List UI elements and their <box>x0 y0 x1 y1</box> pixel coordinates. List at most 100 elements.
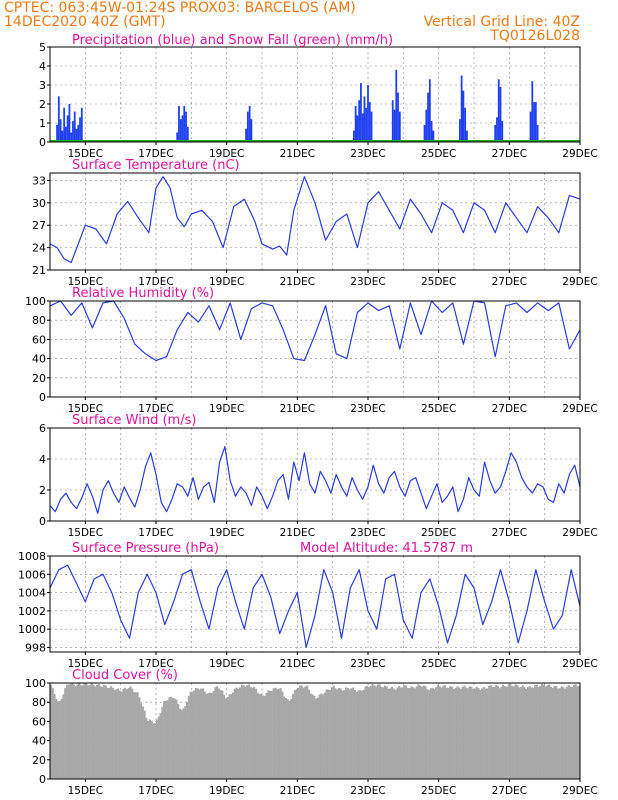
cloud-bar <box>339 688 342 779</box>
cloud-bar <box>465 687 468 779</box>
y-tick-label: 1004 <box>18 587 46 600</box>
cloud-bar <box>64 688 67 779</box>
cloud-bar <box>360 690 363 779</box>
cloud-bar <box>212 691 215 779</box>
cloud-bar <box>60 698 63 779</box>
y-tick-label: 2 <box>39 484 46 497</box>
cloud-bar <box>295 689 298 779</box>
y-tick-label: 5 <box>39 41 46 54</box>
x-tick-label: 19DEC <box>209 785 244 797</box>
precip-bar <box>494 124 497 142</box>
cloud-bar <box>163 701 166 779</box>
cloud-bar <box>572 684 575 779</box>
precip-bar <box>185 111 187 142</box>
cloud-bar <box>484 688 487 779</box>
x-tick-label: 25DEC <box>421 658 456 670</box>
cloud-bar <box>138 697 141 779</box>
cloud-bar <box>87 685 90 779</box>
cloud-bar <box>249 686 252 779</box>
cloud-bar <box>247 684 250 779</box>
cloud-bar <box>108 687 111 779</box>
cloud-bar <box>426 689 429 779</box>
cloud-bar <box>210 692 213 779</box>
precip-bar <box>358 100 361 142</box>
plot-frame <box>49 300 581 398</box>
cloud-bar <box>528 685 531 779</box>
precip-bar <box>65 126 67 142</box>
cloud-bar <box>134 692 137 779</box>
y-tick-label: 1008 <box>18 550 46 563</box>
y-tick-label: 3 <box>39 79 46 92</box>
cloud-bar <box>166 700 169 779</box>
cloud-bar <box>221 690 224 779</box>
cloud-bar <box>140 703 143 779</box>
cloud-bar <box>76 684 79 779</box>
cloud-bar <box>85 683 88 779</box>
cloud-bar <box>346 687 349 779</box>
cloud-bar <box>83 683 86 779</box>
cloud-bar <box>272 688 275 779</box>
header: CPTEC: 063:45W-01:24S PROX03: BARCELOS (… <box>4 0 580 44</box>
cloud-bar <box>207 693 210 779</box>
precip-bar <box>63 107 66 142</box>
cloud-bar <box>468 686 471 779</box>
x-tick-label: 25DEC <box>421 403 456 415</box>
cloud-bar <box>368 687 371 779</box>
cloud-bar <box>157 716 160 779</box>
cloud-bar <box>90 683 93 779</box>
y-tick-label: 1000 <box>18 623 46 636</box>
cloud-bar <box>509 683 512 779</box>
panel-title: Cloud Cover (%) <box>72 668 178 683</box>
y-tick-label: 4 <box>39 60 46 73</box>
cloud-bar <box>479 689 482 779</box>
precip-bar <box>73 111 76 142</box>
cloud-bar <box>71 683 74 779</box>
cloud-bar <box>72 684 76 779</box>
precip-bar <box>80 107 83 142</box>
precip-bar <box>460 75 463 142</box>
y-tick-label: 30 <box>32 197 46 210</box>
cloud-bar <box>371 683 374 779</box>
cloud-bar <box>175 699 178 779</box>
panel-5: 998 1000 1002 1004 1006 1008 15DEC 17DEC 19DEC 21… <box>18 541 598 670</box>
cloud-bar <box>357 690 360 779</box>
precip-bar <box>427 92 429 142</box>
plot-frame <box>49 427 581 522</box>
y-tick-label: 1002 <box>18 605 46 618</box>
x-tick-label: 29DEC <box>562 785 597 797</box>
panel-title: Precipitation (blue) and Snow Fall (gree… <box>72 33 393 48</box>
precip-bar <box>425 109 428 142</box>
precip-bar <box>183 105 186 142</box>
cloud-bar <box>507 684 510 779</box>
cloud-bar <box>320 693 323 779</box>
precip-bar <box>245 128 247 142</box>
cloud-bar <box>396 687 399 779</box>
cloud-bar <box>224 698 227 779</box>
y-tick-label: 40 <box>32 735 46 748</box>
cloud-bar <box>251 687 254 779</box>
cloud-bar <box>214 687 217 779</box>
x-tick-label: 27DEC <box>492 527 527 539</box>
cloud-bar <box>327 689 330 779</box>
panel-1: 0 1 2 3 4 5 15DEC 17DEC 19DEC 21DEC 23DEC 25DEC 27DE… <box>39 33 598 160</box>
cloud-bar <box>292 693 295 779</box>
cloud-bar <box>81 685 84 779</box>
y-tick-label: 1006 <box>18 568 46 581</box>
precip-bar <box>75 128 78 142</box>
cloud-bar <box>362 689 365 779</box>
cloud-bar <box>67 684 70 779</box>
cloud-bar <box>143 710 146 779</box>
cloud-bar <box>376 684 379 779</box>
cloud-bar <box>525 689 528 779</box>
cloud-bar <box>154 723 157 779</box>
x-tick-label: 17DEC <box>138 527 173 539</box>
cloud-bar <box>392 688 395 779</box>
y-tick-label: 20 <box>32 754 46 767</box>
cloud-bar <box>380 686 383 779</box>
cloud-bar <box>242 685 245 779</box>
cloud-bar <box>262 695 265 779</box>
y-tick-label: 0 <box>39 391 46 404</box>
cloud-bar <box>504 686 507 779</box>
precip-bar <box>499 86 502 142</box>
cloud-bar <box>378 684 381 779</box>
